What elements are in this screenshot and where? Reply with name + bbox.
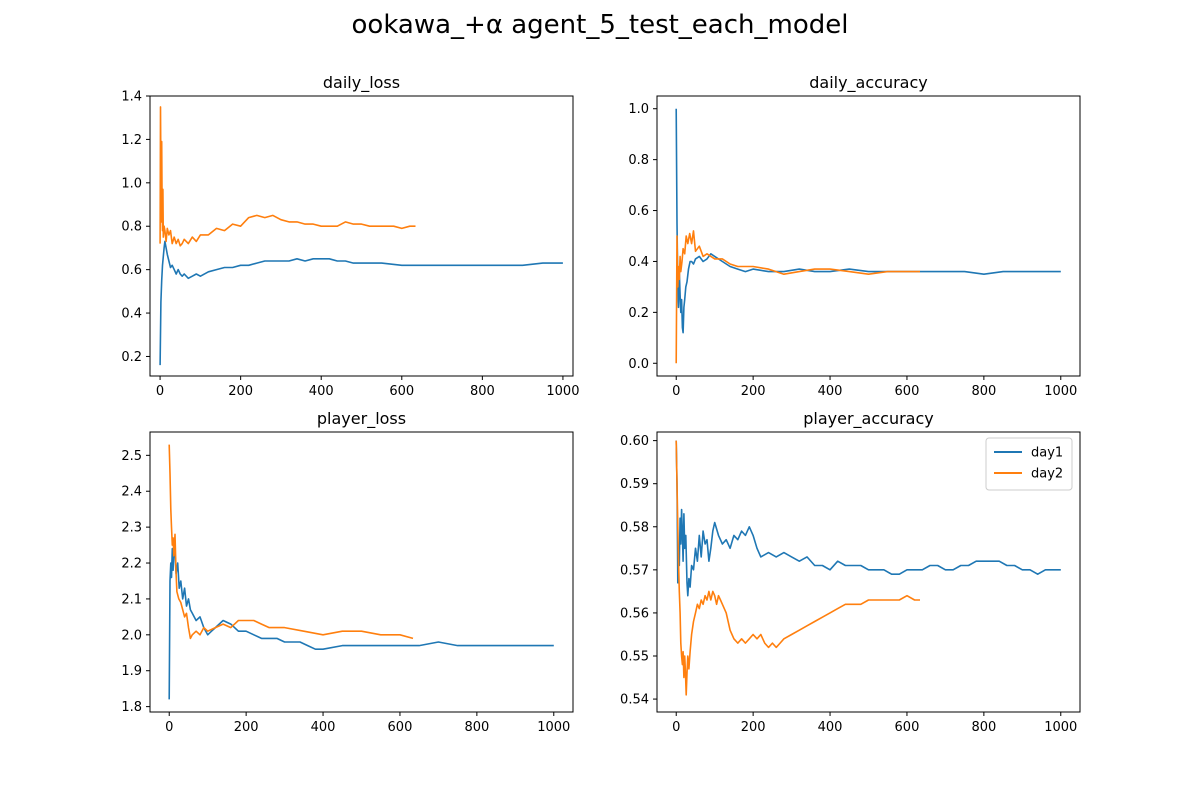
y-tick-label: 0.2: [628, 306, 649, 321]
y-tick-label: 2.1: [121, 592, 142, 607]
figure-title: ookawa_+α agent_5_test_each_model: [351, 10, 849, 40]
legend: day1 day2: [985, 437, 1073, 491]
x-tick-label: 200: [234, 720, 259, 735]
x-tick-label: 0: [672, 384, 680, 399]
subplot-title: player_loss: [317, 409, 406, 429]
x-tick-label: 800: [971, 720, 996, 735]
x-tick-label: 1000: [1044, 720, 1077, 735]
legend-label-day1: day1: [1031, 446, 1063, 461]
y-tick-label: 2.5: [121, 449, 142, 464]
subplot-daily-accuracy: 0 200 400 600 800 1000 0.0 0.2 0.4 0.6 0.8 1.0 daily…: [628, 73, 1081, 399]
y-tick-label: 0.2: [121, 350, 142, 365]
axes-frame: [656, 95, 1081, 377]
y-tick-label: 0.8: [121, 220, 142, 235]
x-tick-label: 400: [818, 384, 843, 399]
subplot-title: daily_accuracy: [809, 73, 928, 93]
x-tick-label: 0: [672, 720, 680, 735]
y-tick-label: 0.58: [620, 520, 649, 535]
series-line-day2: [675, 230, 920, 364]
y-tick-label: 0.57: [620, 563, 649, 578]
x-tick-label: 200: [228, 384, 253, 399]
y-tick-label: 0.60: [620, 434, 649, 449]
y-tick-label: 0.0: [628, 357, 649, 372]
series-line-day1: [675, 108, 1061, 334]
y-tick-label: 0.54: [620, 693, 649, 708]
x-tick-label: 1000: [1044, 384, 1077, 399]
series-line-day2: [675, 440, 920, 696]
y-tick-label: 0.59: [620, 477, 649, 492]
y-tick-label: 0.8: [628, 153, 649, 168]
series-line-day1: [159, 240, 563, 366]
x-tick-label: 200: [741, 384, 766, 399]
axes-frame: [149, 431, 574, 713]
subplot-player-loss: 0 200 400 600 800 1000 1.8 1.9 2.0 2.1 2.2 2.3 2.4 2.…: [121, 409, 574, 735]
subplot-title: daily_loss: [323, 73, 400, 93]
x-tick-label: 400: [311, 720, 336, 735]
x-tick-label: 600: [388, 720, 413, 735]
x-tick-label: 0: [165, 720, 173, 735]
y-tick-label: 1.8: [121, 700, 142, 715]
x-tick-label: 200: [741, 720, 766, 735]
y-tick-label: 0.6: [628, 204, 649, 219]
y-tick-label: 1.4: [121, 90, 142, 105]
x-tick-label: 800: [464, 720, 489, 735]
subplot-daily-loss: 0 200 400 600 800 1000 0.2 0.4 0.6 0.8 1.0 1.2 1.4 da…: [121, 73, 579, 399]
x-tick-label: 400: [818, 720, 843, 735]
series-line-day2: [159, 106, 416, 247]
x-tick-label: 800: [971, 384, 996, 399]
x-tick-label: 600: [895, 384, 920, 399]
subplot-title: player_accuracy: [803, 409, 933, 429]
series-line-day2: [168, 444, 414, 640]
axes-frame: [656, 431, 1081, 713]
y-tick-label: 2.0: [121, 628, 142, 643]
y-tick-label: 0.4: [628, 255, 649, 270]
y-tick-label: 2.2: [121, 557, 142, 572]
y-tick-label: 1.0: [121, 176, 142, 191]
x-tick-label: 0: [156, 384, 164, 399]
y-tick-label: 0.56: [620, 606, 649, 621]
y-tick-label: 1.9: [121, 664, 142, 679]
series-line-day1: [675, 440, 1061, 597]
y-tick-label: 1.0: [628, 102, 649, 117]
y-tick-label: 0.55: [620, 650, 649, 665]
x-tick-label: 1000: [546, 384, 579, 399]
y-tick-label: 2.4: [121, 485, 142, 500]
legend-label-day2: day2: [1031, 467, 1063, 482]
axes-frame: [149, 95, 574, 377]
x-tick-label: 600: [389, 384, 414, 399]
x-tick-label: 800: [470, 384, 495, 399]
y-tick-label: 2.3: [121, 521, 142, 536]
subplot-player-accuracy: 0 200 400 600 800 1000 0.54 0.55 0.56 0.57 0.58 0.5…: [620, 409, 1081, 735]
series-line-day1: [168, 544, 554, 700]
y-tick-label: 0.4: [121, 307, 142, 322]
x-tick-label: 600: [895, 720, 920, 735]
x-tick-label: 1000: [537, 720, 570, 735]
y-tick-label: 1.2: [121, 133, 142, 148]
x-tick-label: 400: [309, 384, 334, 399]
y-tick-label: 0.6: [121, 263, 142, 278]
